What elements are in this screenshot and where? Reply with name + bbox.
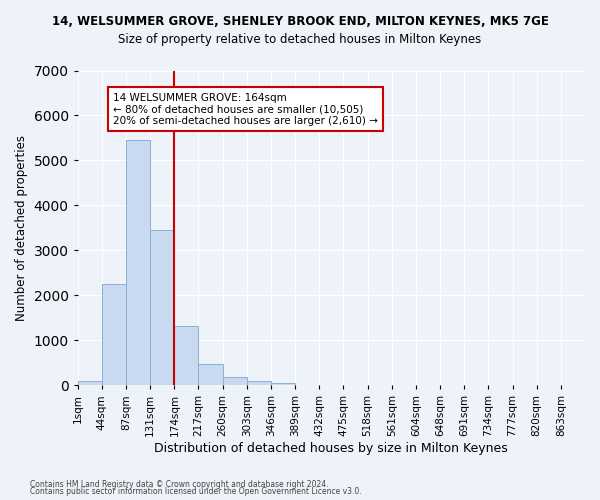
Y-axis label: Number of detached properties: Number of detached properties [15, 135, 28, 321]
Bar [150, 230, 175, 386]
Text: 14 WELSUMMER GROVE: 164sqm
← 80% of detached houses are smaller (10,505)
20% of : 14 WELSUMMER GROVE: 164sqm ← 80% of deta… [113, 92, 378, 126]
Bar [199, 364, 223, 386]
Text: Contains public sector information licensed under the Open Government Licence v3: Contains public sector information licen… [30, 487, 362, 496]
Bar [102, 284, 126, 386]
Bar [271, 382, 295, 386]
Bar [223, 377, 247, 386]
Text: 14, WELSUMMER GROVE, SHENLEY BROOK END, MILTON KEYNES, MK5 7GE: 14, WELSUMMER GROVE, SHENLEY BROOK END, … [52, 15, 548, 28]
Bar [78, 381, 102, 386]
Text: Size of property relative to detached houses in Milton Keynes: Size of property relative to detached ho… [118, 32, 482, 46]
X-axis label: Distribution of detached houses by size in Milton Keynes: Distribution of detached houses by size … [154, 442, 508, 455]
Bar [247, 381, 271, 386]
Text: Contains HM Land Registry data © Crown copyright and database right 2024.: Contains HM Land Registry data © Crown c… [30, 480, 329, 489]
Bar [126, 140, 150, 386]
Bar [175, 326, 199, 386]
